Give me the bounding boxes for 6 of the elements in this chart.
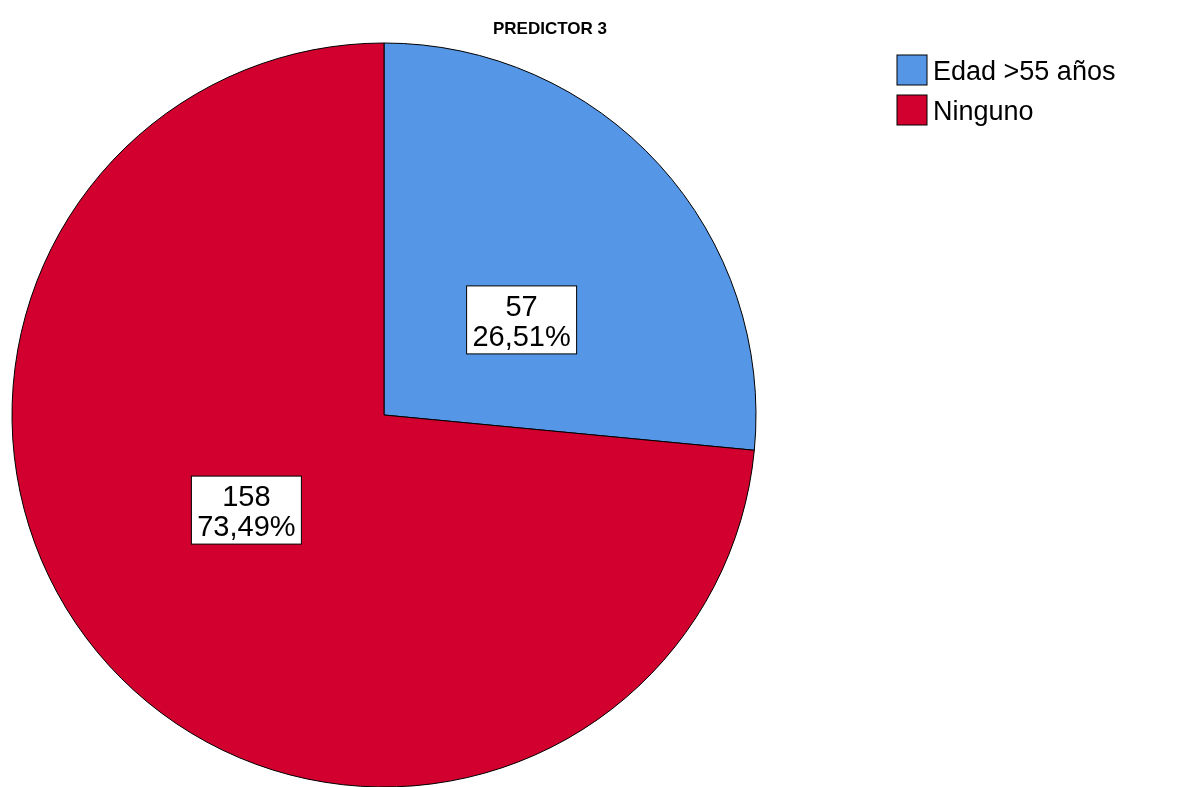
- pie-slice: [11, 42, 755, 787]
- data-label: 158 73,49%: [197, 480, 296, 543]
- legend-label: Edad >55 años: [933, 56, 1116, 86]
- legend-label: Ninguno: [933, 96, 1034, 126]
- chart-title: PREDICTOR 3: [493, 19, 607, 38]
- data-label: 57 26,51%: [472, 289, 571, 352]
